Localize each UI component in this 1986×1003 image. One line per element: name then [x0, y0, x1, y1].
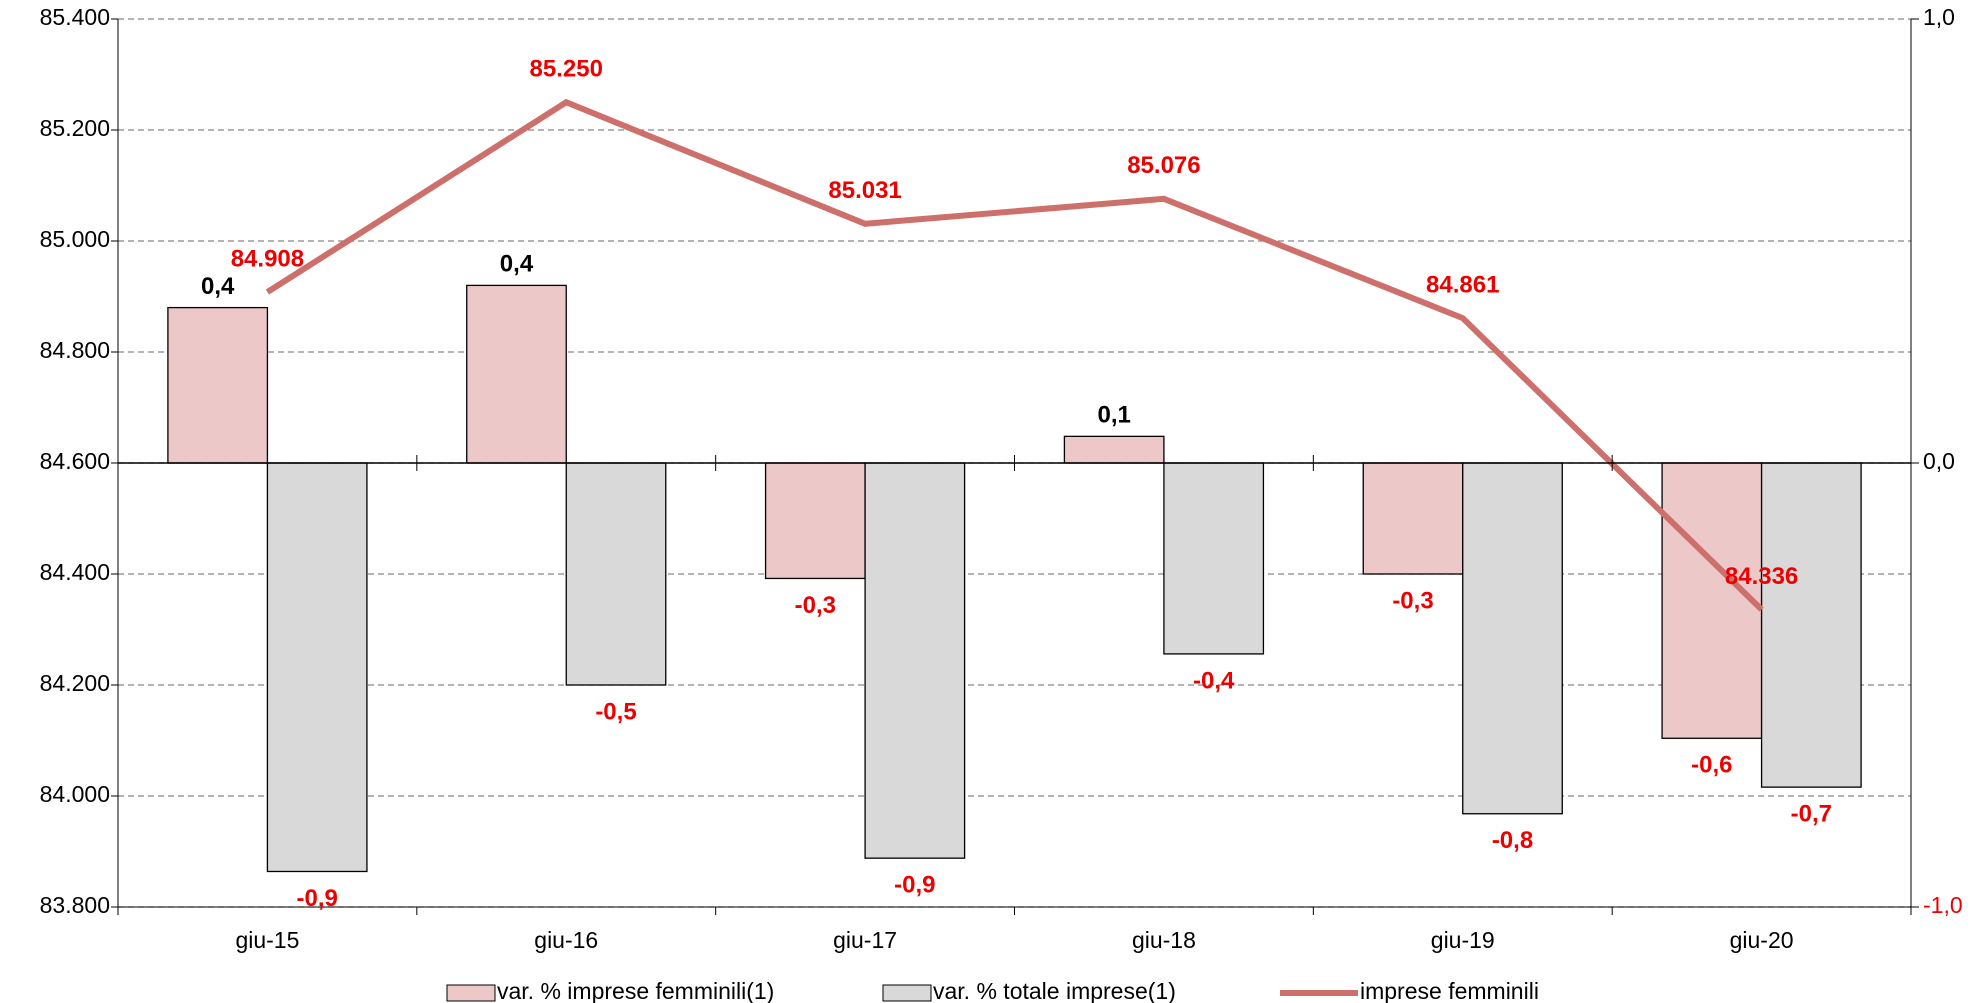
bar — [1661, 462, 1763, 739]
x-tick-label: giu-15 — [235, 927, 299, 953]
y-tick-label: 84.200 — [40, 670, 110, 696]
bar — [764, 462, 866, 580]
x-tick-label: giu-18 — [1132, 927, 1196, 953]
bar — [1462, 462, 1563, 815]
y-tick-label: 85.200 — [40, 115, 110, 141]
y-tick-label: 83.800 — [40, 892, 110, 918]
data-label: 84.861 — [1426, 271, 1499, 298]
data-label: 85.250 — [530, 56, 603, 83]
x-tick-label: giu-17 — [833, 927, 897, 953]
y-tick-label: 84.000 — [40, 781, 110, 807]
bar — [266, 462, 368, 873]
y2-tick-label: 1,0 — [1923, 4, 1955, 30]
data-label: -0,6 — [1691, 752, 1732, 779]
y-tick-label: 84.600 — [40, 448, 110, 474]
data-label: -0,9 — [296, 885, 337, 912]
y-tick-label: 85.400 — [40, 4, 110, 30]
y2-tick-label: 0,0 — [1923, 448, 1955, 474]
x-tick-label: giu-19 — [1431, 927, 1495, 953]
bar — [565, 462, 667, 686]
data-label: 0,4 — [500, 251, 534, 278]
legend-label: var. % imprese femminili(1) — [497, 978, 774, 1003]
legend-label: var. % totale imprese(1) — [933, 978, 1176, 1003]
bar — [1063, 435, 1165, 464]
bar — [864, 462, 966, 859]
data-label: -0,4 — [1193, 667, 1235, 694]
y2-tick-label: -1,0 — [1923, 892, 1963, 918]
data-label: 85.076 — [1127, 152, 1200, 179]
y-tick-label: 84.800 — [40, 337, 110, 363]
line — [265, 98, 1764, 612]
data-label: -0,8 — [1492, 827, 1533, 854]
data-label: 85.031 — [828, 177, 901, 204]
data-label: 84.336 — [1725, 563, 1798, 590]
legend-swatch — [446, 984, 496, 1002]
data-label: -0,3 — [795, 592, 836, 619]
data-label: -0,7 — [1791, 800, 1832, 827]
bar — [466, 284, 567, 464]
data-label: -0,3 — [1392, 587, 1433, 614]
data-label: -0,9 — [894, 872, 935, 899]
legend-label: imprese femminili — [1360, 978, 1539, 1003]
bar — [167, 306, 269, 464]
data-label: 84.908 — [231, 245, 304, 272]
bar — [1163, 462, 1265, 655]
x-tick-label: giu-16 — [534, 927, 598, 953]
data-label: -0,5 — [595, 698, 636, 725]
data-label: 0,1 — [1097, 402, 1130, 429]
data-label: 0,4 — [201, 273, 235, 300]
y-tick-label: 84.400 — [40, 559, 110, 585]
x-tick-label: giu-20 — [1730, 927, 1794, 953]
bar — [1362, 462, 1464, 575]
y-tick-label: 85.000 — [40, 226, 110, 252]
bar — [1760, 462, 1862, 788]
legend-swatch — [882, 984, 932, 1002]
